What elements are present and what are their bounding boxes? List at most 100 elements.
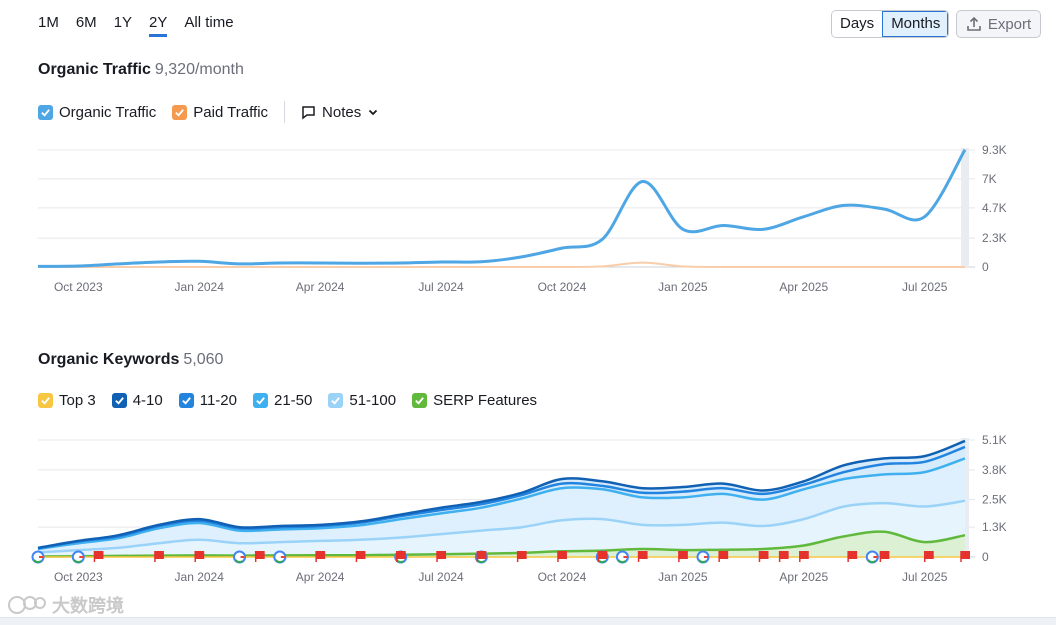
x-tick-label: Oct 2024	[538, 570, 587, 584]
note-flag-icon[interactable]	[847, 551, 858, 562]
note-flag-icon[interactable]	[315, 551, 326, 562]
checkbox-checked-icon	[111, 393, 127, 408]
notes-icon	[302, 105, 315, 119]
x-tick-label: Jul 2024	[418, 570, 464, 584]
range-tab-1y[interactable]: 1Y	[113, 14, 133, 31]
organic-keywords-value: 5,060	[183, 351, 224, 368]
note-flag-icon[interactable]	[355, 551, 366, 562]
google-update-icon[interactable]	[273, 550, 287, 564]
google-update-icon[interactable]	[865, 550, 879, 564]
organic-traffic-chart: 9.3K 7K 4.7K 2.3K 0 Oct 2023 Jan 2024 Apr 2024 J…	[37, 143, 1007, 294]
series-line-4-10	[37, 439, 966, 550]
export-label: Export	[987, 15, 1032, 33]
range-tab-2y[interactable]: 2Y	[149, 14, 168, 37]
y-tick-label: 1.3K	[982, 520, 1007, 534]
legend-divider	[284, 101, 286, 123]
organic-keywords-chart: 5.1K 3.8K 2.5K 1.3K 0 Oct 2023 Jan 2024 Apr 202…	[31, 433, 1007, 584]
organic-traffic-value: 9,320/month	[154, 61, 244, 78]
google-update-icon[interactable]	[233, 550, 247, 564]
y-tick-label: 0	[982, 550, 989, 564]
note-flag-icon[interactable]	[778, 551, 789, 562]
legend-21-50[interactable]: 21-50	[253, 392, 312, 409]
series-line-11-20	[37, 445, 966, 550]
y-tick-label: 5.1K	[982, 433, 1007, 447]
note-flag-icon[interactable]	[923, 551, 934, 562]
months-button[interactable]: Months	[882, 11, 949, 37]
note-flag-icon[interactable]	[476, 551, 487, 562]
range-tab-6m[interactable]: 6M	[75, 14, 97, 31]
chevron-down-icon	[369, 109, 378, 116]
x-tick-label: Apr 2025	[779, 570, 828, 584]
x-tick-label: Jul 2024	[418, 280, 464, 294]
note-flag-icon[interactable]	[436, 551, 447, 562]
checkbox-checked-icon	[253, 393, 268, 408]
x-tick-label: Apr 2024	[296, 280, 345, 294]
y-tick-label: 0	[982, 260, 989, 274]
days-button[interactable]: Days	[832, 11, 883, 37]
legend-11-20[interactable]: 11-20	[178, 392, 237, 409]
upload-icon	[967, 16, 981, 31]
google-update-icon[interactable]	[696, 550, 710, 564]
legend-4-10[interactable]: 4-10	[111, 392, 163, 409]
bottom-bar	[0, 617, 1056, 625]
note-flag-icon[interactable]	[637, 551, 648, 562]
y-tick-label: 7K	[982, 172, 997, 186]
x-tick-label: Jan 2024	[175, 570, 225, 584]
note-flag-icon[interactable]	[516, 551, 527, 562]
legend-paid-traffic-label: Paid Traffic	[193, 103, 269, 121]
checkbox-checked-icon	[178, 393, 194, 408]
watermark-text: 大数跨境	[52, 596, 124, 616]
range-tab-all-time[interactable]: All time	[184, 14, 234, 31]
note-flag-icon[interactable]	[395, 551, 406, 562]
note-flag-icon[interactable]	[960, 551, 970, 562]
x-tick-label: Oct 2023	[54, 280, 103, 294]
legend-top3-label: Top 3	[59, 392, 96, 409]
range-tab-1m[interactable]: 1M	[38, 14, 59, 31]
note-flag-icon[interactable]	[254, 551, 265, 562]
note-flag-icon[interactable]	[678, 551, 688, 562]
x-tick-label: Jan 2024	[175, 280, 225, 294]
note-flag-icon[interactable]	[194, 551, 205, 562]
legend-51-100-label: 51-100	[349, 392, 397, 409]
note-flag-icon[interactable]	[758, 551, 769, 562]
export-button[interactable]: Export	[956, 10, 1041, 38]
note-flag-icon[interactable]	[93, 551, 104, 562]
checkbox-checked-icon	[38, 104, 53, 120]
series-line-organic-traffic	[37, 148, 967, 268]
notes-dropdown[interactable]: Notes	[301, 104, 379, 121]
y-tick-label: 2.3K	[982, 231, 1007, 245]
checkbox-checked-icon	[172, 104, 188, 120]
series-line-51-100	[37, 499, 966, 554]
google-update-icon[interactable]	[31, 550, 45, 564]
x-tick-label: Jul 2025	[902, 280, 948, 294]
legend-organic-traffic-label: Organic Traffic	[59, 103, 157, 121]
note-flag-icon[interactable]	[879, 551, 890, 562]
checkbox-checked-icon	[328, 393, 344, 408]
google-update-icon[interactable]	[71, 550, 85, 564]
watermark: 大数跨境	[8, 592, 124, 618]
checkbox-checked-icon	[38, 393, 53, 408]
legend-top3[interactable]: Top 3	[38, 392, 96, 409]
keywords-legend: Top 3 4-10 11-20 21-50 51-100 SERP Featu…	[38, 392, 553, 409]
time-range-tabs: 1M 6M 1Y 2Y All time	[38, 14, 251, 37]
organic-keywords-heading: Organic Keywords 5,060	[38, 351, 223, 369]
note-flag-icon[interactable]	[597, 551, 608, 562]
note-flag-icon[interactable]	[718, 551, 729, 562]
legend-organic-traffic[interactable]: Organic Traffic	[38, 104, 156, 121]
traffic-legend: Organic Traffic Paid Traffic Notes	[38, 101, 379, 123]
watermark-logo-icon	[8, 596, 46, 614]
google-update-icon[interactable]	[615, 550, 629, 564]
legend-paid-traffic[interactable]: Paid Traffic	[172, 104, 268, 121]
y-tick-label: 4.7K	[982, 201, 1007, 215]
legend-51-100[interactable]: 51-100	[328, 392, 396, 409]
checkbox-checked-icon	[412, 393, 428, 408]
note-flag-icon[interactable]	[557, 551, 567, 562]
note-flag-icon[interactable]	[154, 551, 164, 562]
legend-21-50-label: 21-50	[274, 392, 313, 409]
x-tick-label: Jan 2025	[658, 570, 708, 584]
legend-11-20-label: 11-20	[199, 392, 237, 409]
note-flag-icon[interactable]	[799, 551, 809, 562]
y-tick-label: 9.3K	[982, 143, 1007, 157]
legend-serp-features[interactable]: SERP Features	[412, 392, 537, 409]
x-tick-label: Oct 2023	[54, 570, 103, 584]
